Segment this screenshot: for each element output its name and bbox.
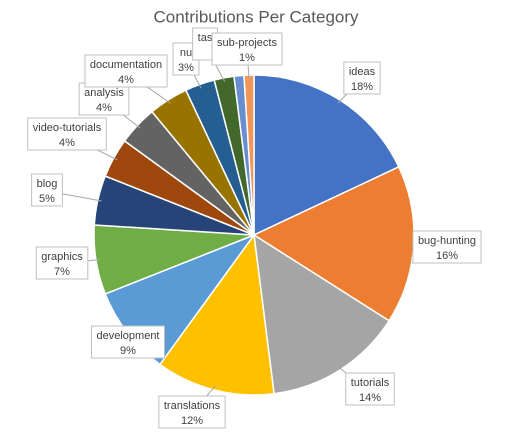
category-label: ideas <box>349 66 376 78</box>
category-label: video-tutorials <box>33 122 102 134</box>
data-label: development 9% <box>91 325 165 359</box>
data-label: video-tutorials 4% <box>27 117 118 161</box>
pie-slice <box>253 233 391 395</box>
label-box <box>91 325 165 359</box>
value-label: 1% <box>239 52 255 64</box>
category-label: documentation <box>90 59 162 71</box>
value-label: 12% <box>181 415 203 427</box>
label-box <box>211 32 283 66</box>
label-box <box>412 230 482 264</box>
category-label: sub-projects <box>217 37 277 49</box>
data-label: ideas 18% <box>337 61 381 104</box>
data-label: translations 12% <box>158 385 226 429</box>
category-label: bug-hunting <box>418 235 476 247</box>
value-label: 3% <box>178 62 194 74</box>
value-label: 5% <box>39 193 55 205</box>
data-label: bug-hunting 16% <box>409 230 482 264</box>
value-label: 7% <box>54 266 70 278</box>
value-label: 4% <box>59 137 75 149</box>
label-box <box>84 54 168 88</box>
pie-slice <box>253 74 400 237</box>
label-box <box>343 61 381 95</box>
chart-title: Contributions Per Category <box>153 7 359 26</box>
category-label: nu <box>180 47 192 59</box>
label-box <box>78 82 130 116</box>
pie-slice <box>158 233 275 396</box>
category-label: development <box>97 330 160 342</box>
value-label: 16% <box>436 250 458 262</box>
category-label: translations <box>164 400 221 412</box>
label-box <box>345 372 395 406</box>
category-label: blog <box>37 178 58 190</box>
data-label: analysis 4% <box>78 82 141 129</box>
category-label: tutorials <box>351 377 390 389</box>
category-label: graphics <box>41 251 83 263</box>
category-label: analysis <box>84 87 124 99</box>
value-label: 18% <box>351 81 373 93</box>
value-label: 14% <box>359 392 381 404</box>
label-box <box>31 173 63 207</box>
label-box <box>27 117 107 151</box>
data-label: blog 5% <box>31 173 102 207</box>
data-label: sub-projects 1% <box>211 32 283 80</box>
category-label: tas <box>198 32 213 44</box>
data-label: documentation 4% <box>84 54 171 104</box>
value-label: 4% <box>96 102 112 114</box>
value-label: 9% <box>120 345 136 357</box>
label-box <box>158 395 226 429</box>
value-label: 4% <box>118 74 134 86</box>
label-box <box>35 246 89 280</box>
data-label: tutorials 14% <box>337 366 395 406</box>
data-label: graphics 7% <box>35 246 100 280</box>
